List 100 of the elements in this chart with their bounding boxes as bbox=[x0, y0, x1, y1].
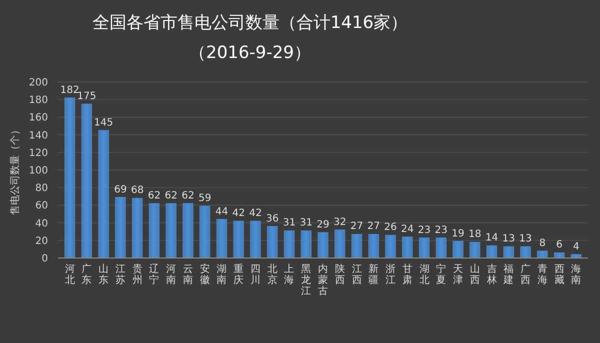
x-tick-label: 湖北 bbox=[419, 263, 430, 286]
x-tick-label: 黑龙江 bbox=[301, 264, 312, 297]
x-tick-label: 北京 bbox=[267, 263, 278, 286]
x-tick-label: 安徽 bbox=[200, 263, 210, 286]
x-tick-label: 内蒙古 bbox=[318, 263, 328, 297]
data-label: 6 bbox=[556, 240, 562, 251]
y-tick-label: 60 bbox=[35, 200, 48, 212]
x-tick-label: 重庆 bbox=[234, 263, 244, 286]
x-tick-label: 浙江 bbox=[386, 263, 396, 286]
x-tick-label: 广西 bbox=[520, 263, 531, 286]
x-tick-label: 云南 bbox=[182, 264, 193, 286]
data-label: 29 bbox=[316, 219, 330, 230]
bar bbox=[385, 234, 396, 258]
data-label: 68 bbox=[130, 185, 144, 196]
x-tick-label: 西藏 bbox=[554, 264, 564, 286]
data-label: 27 bbox=[367, 221, 380, 232]
x-tick-label: 河北 bbox=[64, 263, 75, 286]
data-label: 19 bbox=[452, 228, 464, 240]
data-label: 175 bbox=[77, 91, 96, 102]
bar bbox=[200, 206, 210, 258]
x-tick-label: 上海 bbox=[284, 263, 294, 286]
x-tick-label: 山东 bbox=[98, 263, 109, 286]
y-tick-label: 180 bbox=[28, 95, 48, 106]
data-label: 62 bbox=[164, 190, 178, 202]
bar bbox=[402, 236, 413, 258]
bar bbox=[250, 220, 261, 258]
bar bbox=[351, 234, 362, 258]
y-tick-label: 200 bbox=[28, 78, 48, 88]
bar bbox=[418, 238, 430, 258]
data-label: 13 bbox=[502, 234, 516, 245]
bar bbox=[98, 130, 109, 258]
bar bbox=[81, 104, 92, 258]
data-label: 31 bbox=[282, 218, 296, 229]
bar bbox=[284, 230, 295, 258]
bar bbox=[318, 232, 328, 258]
data-label: 8 bbox=[539, 238, 546, 249]
bar bbox=[64, 98, 76, 258]
data-label: 24 bbox=[401, 224, 414, 235]
y-tick-label: 160 bbox=[28, 112, 48, 124]
x-tick-label: 吉林 bbox=[486, 263, 497, 286]
y-tick-label: 40 bbox=[35, 218, 48, 230]
chart-subtitle: （2016-9-29） bbox=[189, 43, 311, 63]
x-tick-label: 四川 bbox=[250, 264, 260, 286]
bar bbox=[267, 226, 278, 258]
bar bbox=[470, 242, 480, 258]
bar bbox=[300, 230, 312, 258]
x-tick-label: 山西 bbox=[470, 263, 480, 286]
x-tick-label: 海南 bbox=[571, 263, 582, 286]
x-tick-label: 天津 bbox=[453, 264, 464, 286]
data-label: 62 bbox=[148, 190, 161, 202]
bar bbox=[520, 246, 531, 258]
bar bbox=[486, 245, 498, 258]
data-label: 36 bbox=[266, 213, 279, 224]
bar bbox=[182, 203, 194, 258]
x-tick-label: 广东 bbox=[82, 263, 92, 286]
y-tick-label: 80 bbox=[35, 183, 48, 194]
data-label: 182 bbox=[60, 84, 80, 96]
data-label: 13 bbox=[519, 234, 532, 245]
x-tick-label: 辽宁 bbox=[149, 263, 160, 286]
x-tick-label: 福建 bbox=[502, 263, 514, 286]
data-label: 42 bbox=[249, 208, 262, 220]
data-label: 32 bbox=[334, 216, 346, 228]
data-label: 23 bbox=[418, 224, 431, 236]
y-tick-label: 0 bbox=[42, 254, 48, 264]
data-label: 42 bbox=[232, 208, 245, 220]
bar bbox=[368, 234, 379, 258]
bar bbox=[537, 250, 548, 258]
data-label: 44 bbox=[215, 206, 228, 218]
bar bbox=[503, 246, 514, 258]
bar bbox=[216, 219, 228, 258]
bar bbox=[436, 238, 446, 258]
bar bbox=[132, 198, 143, 258]
x-tick-label: 陕西 bbox=[334, 263, 345, 286]
chart-title: 全国各省市售电公司数量（合计1416家） bbox=[92, 13, 408, 33]
data-label: 26 bbox=[384, 222, 397, 234]
data-label: 18 bbox=[468, 229, 482, 240]
y-tick-label: 120 bbox=[28, 148, 48, 159]
data-label: 69 bbox=[114, 184, 127, 196]
x-tick-label: 宁夏 bbox=[436, 263, 446, 286]
x-tick-label: 河南 bbox=[166, 263, 176, 286]
data-label: 14 bbox=[485, 232, 498, 244]
data-label: 62 bbox=[182, 190, 194, 202]
bar bbox=[115, 197, 126, 258]
bar bbox=[452, 241, 464, 258]
bar bbox=[334, 230, 346, 258]
y-tick-label: 140 bbox=[28, 130, 48, 142]
data-label: 59 bbox=[198, 193, 212, 204]
x-tick-label: 新疆 bbox=[368, 263, 379, 286]
x-tick-label: 江苏 bbox=[115, 263, 126, 286]
y-tick-label: 100 bbox=[28, 166, 48, 176]
data-label: 23 bbox=[434, 224, 448, 236]
x-tick-label: 江西 bbox=[352, 263, 362, 286]
x-tick-label: 青海 bbox=[537, 263, 548, 286]
bar bbox=[233, 220, 244, 258]
x-tick-label: 湖南 bbox=[216, 263, 227, 286]
x-tick-label: 甘肃 bbox=[402, 263, 412, 286]
data-label: 145 bbox=[94, 117, 114, 128]
bar bbox=[166, 203, 176, 258]
y-axis-title: 售电公司数量（个） bbox=[9, 125, 21, 215]
bar bbox=[148, 203, 160, 258]
